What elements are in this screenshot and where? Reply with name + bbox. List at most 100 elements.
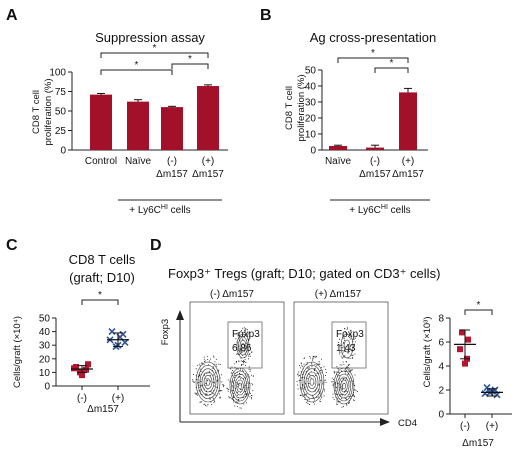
event-dot [250, 393, 251, 395]
event-dot [334, 371, 336, 373]
panel-a: A Suppression assay CD8 T cell prolifera… [6, 7, 228, 216]
event-dot [348, 364, 350, 365]
y-tick-label: 6 [438, 338, 444, 349]
event-dot [249, 345, 250, 347]
event-dot [212, 374, 214, 376]
event-dot [239, 337, 241, 339]
event-dot [348, 371, 350, 373]
event-dot [301, 395, 303, 397]
event-dot [248, 338, 250, 340]
event-dot [251, 351, 253, 353]
event-dot [336, 387, 338, 389]
event-dot [238, 398, 240, 400]
event-dot [217, 370, 219, 372]
chart-d-plot: 0 2 4 6 8 (-) (+) * [438, 300, 512, 432]
event-dot [246, 402, 247, 404]
event-dot [220, 390, 222, 392]
y-tick-label: 50 [39, 314, 51, 325]
event-dot [304, 382, 306, 384]
event-dot [244, 390, 246, 392]
event-dot [228, 396, 230, 398]
event-dot [347, 352, 349, 354]
event-dot [223, 386, 224, 388]
event-dot [198, 390, 200, 392]
event-dot [300, 362, 302, 364]
event-dot [212, 393, 214, 395]
event-dot [212, 368, 214, 369]
event-dot [339, 353, 341, 355]
event-dot [251, 395, 253, 397]
event-dot [234, 366, 236, 368]
category-label: (+) [112, 393, 125, 404]
event-dot [198, 384, 200, 386]
event-dot [337, 371, 339, 373]
event-dot [206, 394, 208, 396]
contour-cd4pos [335, 370, 353, 402]
event-dot [245, 361, 247, 363]
event-dot [354, 341, 356, 343]
event-dot [320, 380, 322, 382]
flow-xaxis-arrowhead [380, 418, 390, 426]
event-dot [214, 361, 216, 363]
event-dot [349, 381, 351, 383]
event-dot [319, 394, 321, 396]
event-dot [212, 370, 214, 371]
contour-cd4pos [236, 379, 244, 393]
event-dot [233, 397, 235, 399]
event-dot [212, 366, 214, 368]
event-dot [332, 385, 334, 386]
event-dot [342, 341, 344, 343]
event-dot [213, 402, 215, 403]
event-dot [248, 358, 249, 360]
event-dot [351, 354, 353, 356]
event-dot [348, 368, 350, 370]
significance-bracket [464, 309, 493, 315]
event-dot [344, 369, 346, 371]
event-dot [231, 375, 233, 377]
event-dot [336, 401, 338, 403]
event-dot [249, 382, 250, 384]
event-dot [206, 355, 208, 357]
event-dot [314, 390, 316, 392]
y-tick-label: 100 [49, 68, 66, 79]
event-dot [348, 394, 350, 395]
event-dot [331, 377, 333, 379]
event-dot [245, 365, 247, 366]
contour-cd4pos [340, 379, 348, 393]
event-dot [252, 390, 254, 392]
event-dot [253, 375, 254, 377]
event-dot [241, 361, 243, 362]
event-dot [345, 370, 347, 372]
event-dot [244, 359, 246, 361]
event-dot [314, 356, 316, 358]
event-dot [309, 356, 311, 358]
category-label: (+) [202, 156, 215, 167]
event-dot [212, 355, 214, 357]
event-dot [239, 373, 241, 375]
data-point [121, 338, 129, 347]
event-dot [248, 332, 250, 333]
event-dot [342, 388, 343, 390]
event-dot [197, 394, 199, 396]
event-dot [243, 362, 245, 364]
event-dot [239, 375, 240, 377]
event-dot [207, 372, 209, 374]
flow-plot-pos-contours [296, 327, 358, 408]
event-dot [206, 390, 207, 392]
contour-cd4neg [305, 371, 319, 393]
event-dot [199, 365, 201, 367]
event-dot [204, 405, 206, 407]
event-dot [233, 401, 235, 403]
contour-cd4neg [195, 361, 221, 403]
event-dot [297, 388, 299, 390]
event-dot [229, 397, 231, 399]
event-dot [325, 375, 327, 376]
event-dot [314, 403, 316, 405]
event-dot [234, 373, 236, 375]
event-dot [345, 367, 347, 368]
event-dot [320, 358, 322, 360]
event-dot [325, 382, 327, 383]
event-dot [304, 388, 306, 390]
y-tick-label: 2 [438, 386, 444, 397]
event-dot [231, 385, 233, 387]
